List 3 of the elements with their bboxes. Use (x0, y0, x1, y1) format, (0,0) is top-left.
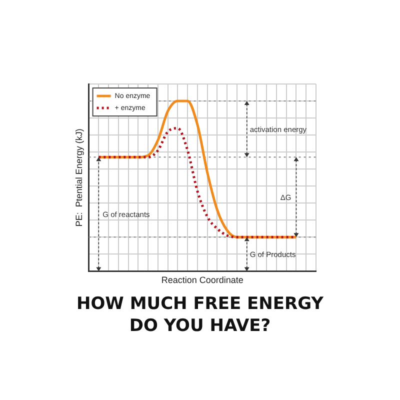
text: HOW MUCH FREE ENERGY DO YOU HAVE? (76, 293, 324, 337)
x-axis-title: Reaction Coordinate (161, 275, 244, 286)
y-axis-title: PE: Ptential Energy (kJ) (74, 128, 84, 227)
